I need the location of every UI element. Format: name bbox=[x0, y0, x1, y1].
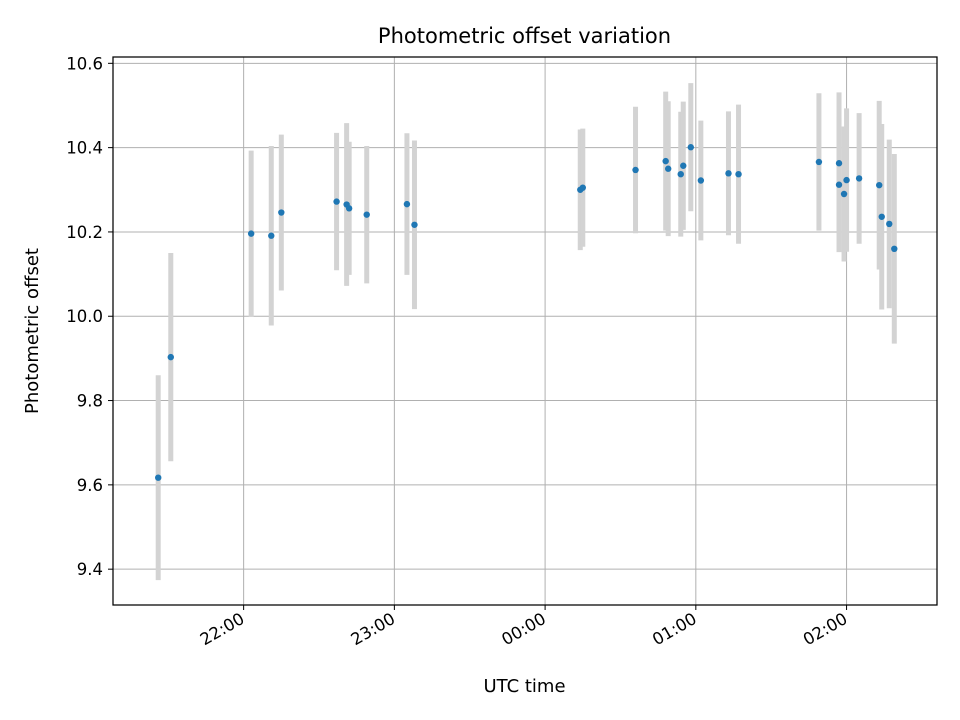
data-point bbox=[725, 170, 732, 177]
data-point bbox=[680, 162, 687, 169]
y-tick-label: 10.4 bbox=[66, 139, 103, 158]
y-tick-label: 10.6 bbox=[66, 54, 103, 73]
data-point bbox=[891, 245, 898, 252]
data-point bbox=[579, 184, 586, 191]
data-points bbox=[155, 144, 898, 481]
data-point bbox=[345, 205, 353, 212]
y-axis-ticks: 9.4 9.6 9.8 10.0 10.2 10.4 10.6 bbox=[66, 54, 113, 579]
data-point bbox=[167, 353, 174, 361]
data-point bbox=[855, 175, 863, 182]
chart-title: Photometric offset variation bbox=[378, 24, 671, 48]
data-point bbox=[662, 157, 669, 165]
data-point bbox=[687, 144, 695, 151]
data-point bbox=[835, 181, 843, 188]
y-tick-label: 9.4 bbox=[77, 560, 103, 579]
x-axis-label: UTC time bbox=[483, 676, 565, 697]
data-point bbox=[363, 211, 370, 218]
y-tick-label: 9.6 bbox=[77, 476, 103, 495]
y-tick-label: 9.8 bbox=[77, 392, 103, 411]
data-point bbox=[677, 170, 684, 178]
data-point bbox=[278, 209, 285, 216]
data-point bbox=[876, 181, 883, 189]
data-point bbox=[840, 190, 848, 198]
data-point bbox=[632, 166, 639, 174]
data-point bbox=[247, 230, 255, 237]
data-point bbox=[815, 158, 823, 166]
data-point bbox=[835, 160, 843, 167]
data-point bbox=[735, 170, 742, 178]
data-point bbox=[843, 176, 850, 184]
data-point bbox=[403, 200, 411, 208]
data-point bbox=[268, 232, 275, 239]
y-tick-label: 10.0 bbox=[66, 307, 103, 326]
plot-frame bbox=[112, 56, 938, 606]
data-point bbox=[878, 213, 885, 220]
y-axis-label: Photometric offset bbox=[22, 248, 43, 414]
grid-lines bbox=[113, 57, 937, 605]
data-point bbox=[155, 474, 162, 481]
data-point bbox=[697, 177, 705, 184]
data-point bbox=[411, 221, 418, 228]
data-point bbox=[333, 198, 340, 205]
data-point bbox=[886, 220, 893, 228]
y-tick-label: 10.2 bbox=[66, 223, 103, 242]
data-point bbox=[664, 165, 672, 172]
